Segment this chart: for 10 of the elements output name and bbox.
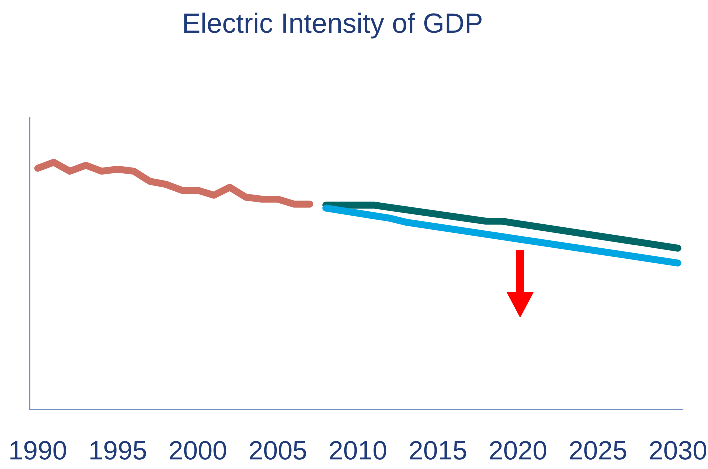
x-tick-label: 1990 bbox=[10, 441, 66, 460]
x-tick-label: 2005 bbox=[250, 441, 306, 460]
x-tick-label: 2020 bbox=[490, 441, 546, 460]
x-tick-label: 1995 bbox=[90, 441, 146, 460]
x-tick-label: 2030 bbox=[650, 441, 707, 460]
chart-title: Electric Intensity of GDP bbox=[184, 12, 482, 39]
x-tick-label: 2010 bbox=[330, 441, 386, 460]
x-tick-label: 2025 bbox=[570, 441, 626, 460]
x-tick-label: 2015 bbox=[410, 441, 466, 460]
x-tick-label: 2000 bbox=[170, 441, 226, 460]
